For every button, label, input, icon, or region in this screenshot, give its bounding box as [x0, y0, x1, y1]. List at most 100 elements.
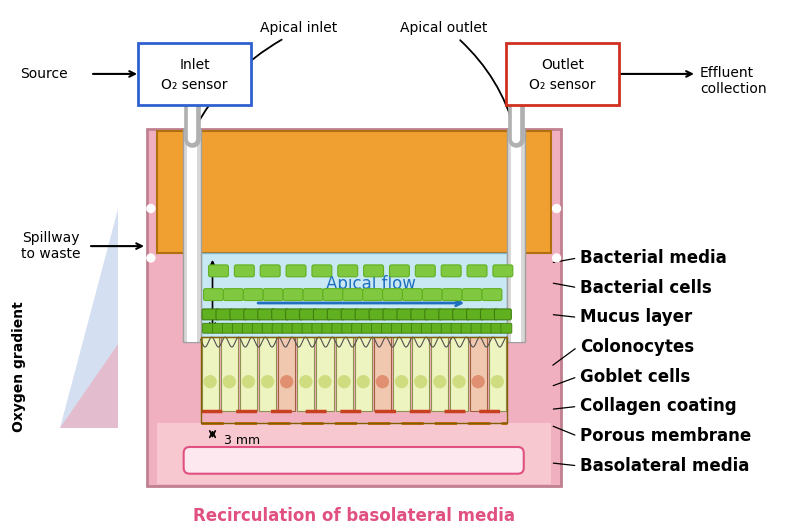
- FancyBboxPatch shape: [461, 323, 472, 333]
- Text: O₂ sensor: O₂ sensor: [530, 78, 596, 92]
- Circle shape: [472, 376, 484, 387]
- FancyBboxPatch shape: [209, 265, 229, 277]
- Text: Spillway
to waste: Spillway to waste: [21, 231, 80, 261]
- Circle shape: [262, 376, 274, 387]
- FancyBboxPatch shape: [342, 323, 353, 333]
- FancyBboxPatch shape: [312, 323, 323, 333]
- Circle shape: [553, 254, 561, 262]
- Bar: [511, 129, 521, 342]
- Bar: [354, 337, 372, 411]
- Text: Colonocytes: Colonocytes: [581, 338, 694, 356]
- FancyBboxPatch shape: [397, 309, 414, 320]
- Bar: [393, 337, 410, 411]
- FancyBboxPatch shape: [327, 309, 344, 320]
- FancyBboxPatch shape: [411, 309, 428, 320]
- Text: Bacterial media: Bacterial media: [581, 249, 727, 267]
- Polygon shape: [60, 208, 118, 428]
- Text: 3 mm: 3 mm: [225, 434, 261, 447]
- Text: Apical outlet: Apical outlet: [399, 21, 487, 36]
- FancyBboxPatch shape: [494, 309, 511, 320]
- Bar: [221, 337, 238, 411]
- Text: Mucus layer: Mucus layer: [581, 308, 693, 326]
- Bar: [259, 337, 276, 411]
- FancyBboxPatch shape: [242, 323, 254, 333]
- Circle shape: [377, 376, 388, 387]
- Circle shape: [358, 376, 370, 387]
- Circle shape: [147, 254, 155, 262]
- FancyBboxPatch shape: [391, 323, 402, 333]
- FancyBboxPatch shape: [222, 323, 234, 333]
- Text: Inlet: Inlet: [179, 58, 210, 72]
- FancyBboxPatch shape: [451, 323, 462, 333]
- FancyBboxPatch shape: [230, 309, 247, 320]
- FancyBboxPatch shape: [312, 265, 332, 277]
- FancyBboxPatch shape: [402, 323, 412, 333]
- FancyBboxPatch shape: [431, 323, 442, 333]
- FancyBboxPatch shape: [352, 323, 362, 333]
- FancyBboxPatch shape: [272, 309, 289, 320]
- FancyBboxPatch shape: [453, 309, 470, 320]
- Circle shape: [491, 376, 503, 387]
- Bar: [317, 337, 334, 411]
- FancyBboxPatch shape: [244, 309, 261, 320]
- FancyBboxPatch shape: [258, 309, 274, 320]
- FancyBboxPatch shape: [322, 323, 333, 333]
- FancyBboxPatch shape: [481, 309, 498, 320]
- Circle shape: [281, 376, 293, 387]
- Bar: [450, 337, 467, 411]
- FancyBboxPatch shape: [462, 289, 482, 301]
- FancyBboxPatch shape: [442, 323, 452, 333]
- Bar: [431, 337, 449, 411]
- Bar: [147, 129, 561, 485]
- FancyBboxPatch shape: [272, 323, 283, 333]
- Circle shape: [414, 376, 426, 387]
- FancyBboxPatch shape: [138, 43, 251, 104]
- Text: Recirculation of basolateral media: Recirculation of basolateral media: [193, 507, 514, 525]
- Bar: [202, 337, 218, 411]
- FancyBboxPatch shape: [323, 289, 342, 301]
- FancyBboxPatch shape: [303, 289, 323, 301]
- FancyBboxPatch shape: [382, 323, 393, 333]
- Bar: [335, 337, 353, 411]
- FancyBboxPatch shape: [213, 323, 223, 333]
- Bar: [201, 337, 507, 423]
- Bar: [298, 337, 314, 411]
- FancyBboxPatch shape: [493, 265, 513, 277]
- FancyBboxPatch shape: [260, 265, 280, 277]
- FancyBboxPatch shape: [252, 323, 263, 333]
- Circle shape: [553, 205, 561, 213]
- FancyBboxPatch shape: [382, 289, 402, 301]
- Circle shape: [242, 376, 254, 387]
- Circle shape: [396, 376, 407, 387]
- Bar: [374, 337, 391, 411]
- Circle shape: [319, 376, 331, 387]
- FancyBboxPatch shape: [362, 323, 373, 333]
- FancyBboxPatch shape: [415, 265, 435, 277]
- Text: Collagen coating: Collagen coating: [581, 398, 737, 416]
- FancyBboxPatch shape: [314, 309, 330, 320]
- FancyBboxPatch shape: [202, 309, 219, 320]
- FancyBboxPatch shape: [223, 289, 243, 301]
- FancyBboxPatch shape: [342, 309, 358, 320]
- Polygon shape: [60, 344, 118, 428]
- FancyBboxPatch shape: [232, 323, 243, 333]
- Bar: [240, 337, 257, 411]
- FancyBboxPatch shape: [466, 309, 483, 320]
- FancyBboxPatch shape: [422, 323, 432, 333]
- FancyBboxPatch shape: [338, 265, 358, 277]
- Bar: [470, 337, 486, 411]
- FancyBboxPatch shape: [442, 265, 461, 277]
- FancyBboxPatch shape: [263, 289, 283, 301]
- Circle shape: [300, 376, 312, 387]
- Text: Bacterial cells: Bacterial cells: [581, 279, 712, 297]
- Bar: [412, 337, 430, 411]
- Text: Effluent
collection: Effluent collection: [700, 66, 766, 96]
- FancyBboxPatch shape: [302, 323, 313, 333]
- Bar: [186, 129, 197, 342]
- FancyBboxPatch shape: [372, 323, 382, 333]
- FancyBboxPatch shape: [471, 323, 482, 333]
- Circle shape: [453, 376, 465, 387]
- FancyBboxPatch shape: [506, 43, 619, 104]
- FancyBboxPatch shape: [216, 309, 233, 320]
- Text: O₂ sensor: O₂ sensor: [162, 78, 228, 92]
